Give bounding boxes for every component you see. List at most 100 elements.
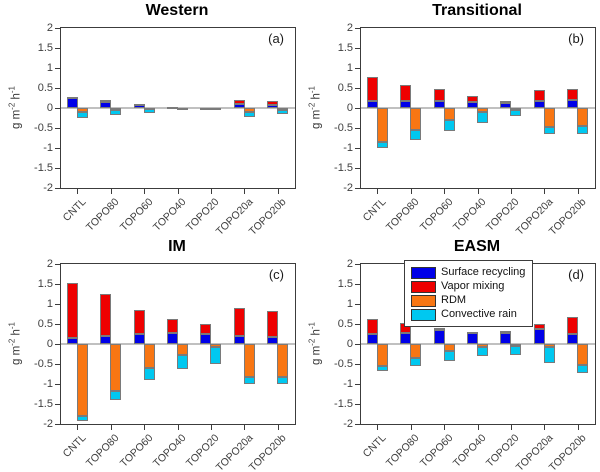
- y-tick-label: -0.5: [34, 357, 53, 370]
- y-tick: [55, 187, 60, 189]
- bar-segment-surface-recycling: [567, 334, 579, 344]
- y-tick-label: -0.5: [34, 121, 53, 134]
- bar-segment-surface-recycling: [567, 100, 579, 108]
- y-tick-label: 1.5: [37, 41, 53, 54]
- bar-segment-vapor-mixing: [233, 308, 245, 336]
- x-tick: [377, 189, 379, 194]
- bar-segment-convective-rain: [277, 110, 289, 115]
- y-tick-label: -1: [43, 141, 53, 154]
- y-tick: [55, 67, 60, 69]
- bar-segment-rdm: [376, 344, 388, 366]
- y-axis-label-sup: -1: [307, 322, 317, 330]
- legend-swatch-convective-rain-icon: [411, 308, 436, 321]
- x-tick: [377, 425, 379, 430]
- y-tick-label: -1.5: [34, 161, 53, 174]
- y-axis-label-sup: -2: [7, 102, 17, 110]
- x-tick: [144, 189, 146, 194]
- bar-segment-vapor-mixing: [467, 95, 478, 102]
- bar-segment-convective-rain: [210, 347, 222, 364]
- y-tick-label: 1.5: [337, 41, 353, 54]
- y-tick-label: 0.5: [337, 81, 353, 94]
- bar-segment-rdm: [443, 344, 455, 352]
- y-tick-label: 1.5: [37, 277, 53, 290]
- bar-segment-rdm: [243, 344, 255, 377]
- y-tick: [55, 263, 60, 265]
- y-tick: [355, 343, 360, 345]
- plot-area-western: 2 1.5 1 0.5 0 -0.5 -1 -1.5 -2 CNTL TOPO80 TOPO60 TOP…: [34, 22, 296, 238]
- bar-segment-convective-rain: [143, 368, 155, 380]
- bar-segment-surface-recycling: [366, 334, 378, 344]
- bar-segment-vapor-mixing: [433, 328, 445, 330]
- panel-letter-d: (d): [568, 267, 584, 282]
- y-tick-label: 1: [346, 61, 353, 74]
- y-tick: [355, 47, 360, 49]
- bar-segment-surface-recycling: [467, 332, 478, 344]
- bar-segment-surface-recycling: [500, 333, 512, 344]
- x-tick: [544, 425, 546, 430]
- bar-segment-surface-recycling: [233, 335, 245, 344]
- bar-segment-vapor-mixing: [133, 104, 145, 107]
- y-tick-label: -1: [343, 377, 353, 390]
- bar-segment-convective-rain: [76, 416, 88, 421]
- y-tick: [55, 147, 60, 149]
- bar-segment-vapor-mixing: [233, 100, 245, 105]
- x-tick: [510, 425, 512, 430]
- panel-title-transitional: Transitional: [432, 2, 522, 19]
- legend-label-convective-rain: Convective rain: [441, 308, 517, 320]
- bar-segment-surface-recycling: [66, 98, 78, 108]
- bar-segment-surface-recycling: [533, 329, 545, 344]
- bar-segment-surface-recycling: [133, 333, 145, 344]
- bar-segment-surface-recycling: [366, 100, 378, 108]
- bar-segment-surface-recycling: [433, 330, 445, 344]
- y-tick: [55, 383, 60, 385]
- x-tick: [444, 189, 446, 194]
- y-tick-label: 2: [346, 21, 353, 34]
- x-tick: [277, 189, 279, 194]
- bar-segment-vapor-mixing: [533, 323, 545, 330]
- y-tick-label: -1.5: [334, 161, 353, 174]
- bar-segment-vapor-mixing: [167, 106, 178, 109]
- y-tick: [355, 187, 360, 189]
- x-tick: [577, 189, 579, 194]
- y-tick-label: -2: [43, 181, 53, 194]
- y-tick: [355, 87, 360, 89]
- x-tick: [577, 425, 579, 430]
- x-tick: [210, 425, 212, 430]
- panel-title-western: Western: [145, 2, 209, 19]
- bar-segment-convective-rain: [543, 127, 555, 134]
- y-tick: [55, 403, 60, 405]
- legend-item-surface-recycling: Surface recycling: [411, 266, 525, 279]
- x-tick: [544, 189, 546, 194]
- x-tick: [244, 425, 246, 430]
- bar-segment-vapor-mixing: [567, 88, 579, 100]
- x-tick: [144, 425, 146, 430]
- legend-swatch-surface-recycling-icon: [411, 266, 436, 279]
- bar-segment-rdm: [510, 344, 522, 347]
- bar-segment-vapor-mixing: [200, 323, 212, 334]
- y-tick: [355, 283, 360, 285]
- y-tick-label: -2: [343, 417, 353, 430]
- bar-segment-vapor-mixing: [100, 100, 112, 103]
- y-tick-label: 0: [346, 101, 353, 114]
- bar-segment-surface-recycling: [66, 338, 78, 344]
- y-tick: [55, 47, 60, 49]
- bar-segment-surface-recycling: [400, 332, 412, 344]
- y-tick: [55, 167, 60, 169]
- y-tick: [55, 423, 60, 425]
- bar-segment-surface-recycling: [500, 103, 512, 108]
- x-tick: [277, 425, 279, 430]
- bar-segment-surface-recycling: [467, 101, 478, 108]
- x-tick: [410, 189, 412, 194]
- x-tick: [510, 189, 512, 194]
- x-tick: [410, 425, 412, 430]
- bar-segment-vapor-mixing: [66, 96, 78, 99]
- x-tick: [177, 425, 179, 430]
- y-tick-label: -2: [343, 181, 353, 194]
- y-tick-label: -2: [43, 417, 53, 430]
- x-tick: [244, 189, 246, 194]
- x-tick: [477, 425, 479, 430]
- bar-segment-vapor-mixing: [133, 310, 145, 334]
- y-tick-label: 1.5: [337, 277, 353, 290]
- bar-segment-rdm: [577, 108, 589, 126]
